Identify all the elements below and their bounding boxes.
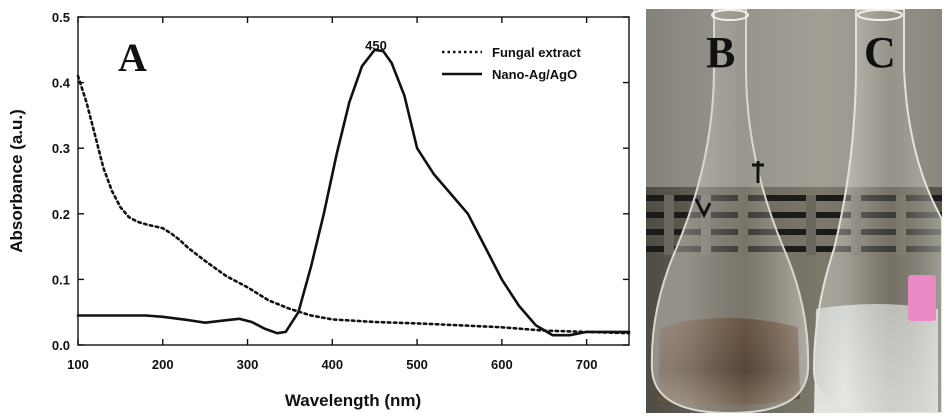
ticks-layer: 100 200 300 400 500 600 700 0.0 0.1 0.2 0.3 0.4 0.5 (52, 10, 629, 372)
x-tick-label: 400 (321, 357, 343, 372)
x-axis-label: Wavelength (nm) (285, 391, 421, 410)
peak-annotation: 450 (365, 38, 387, 53)
flask-label-b: B (706, 28, 736, 77)
x-tick-label: 700 (576, 357, 598, 372)
x-tick-label: 500 (406, 357, 428, 372)
flask-photo-image (646, 9, 942, 413)
legend-label-fungal-extract: Fungal extract (492, 45, 582, 60)
flask-label-c: C (864, 28, 896, 77)
y-tick-label: 0.3 (52, 141, 70, 156)
series-layer (76, 48, 631, 337)
x-tick-label: 200 (152, 357, 174, 372)
y-tick-label: 0.4 (52, 76, 71, 91)
flask-c-neck-rim (857, 9, 903, 21)
y-tick-label: 0.2 (52, 207, 70, 222)
chart-svg: 100 200 300 400 500 600 7000.00.10.20.30.40.5 … (7, 10, 631, 410)
legend: Fungal extract Nano-Ag/AgO (442, 45, 582, 82)
panel-label: A (118, 35, 147, 80)
series-line-fungal-extract (76, 74, 631, 335)
y-tick-label: 0.0 (52, 338, 70, 353)
flask-c (812, 9, 942, 413)
flask-c-pink-label (908, 275, 936, 321)
absorbance-chart: 100 200 300 400 500 600 700 0.0 0.1 0.2 0.3 0.4 0.5 … (7, 10, 631, 410)
x-tick-label: 300 (237, 357, 259, 372)
plot-frame (77, 16, 630, 346)
rack-stripes (646, 195, 942, 252)
y-tick-label: 0.1 (52, 272, 70, 287)
x-tick-label: 100 (67, 357, 89, 372)
y-axis-label: Absorbance (a.u.) (7, 109, 26, 253)
axes-layer (77, 16, 630, 346)
flask-b-marker-text (694, 161, 764, 219)
flask-photo: B C (646, 9, 942, 413)
series-line-nano-ag-ago (76, 48, 631, 337)
legend-label-nano-ag: Nano-Ag/AgO (492, 67, 577, 82)
y-tick-label: 0.5 (52, 10, 70, 25)
flask-b-neck-rim (711, 9, 749, 21)
x-tick-label: 600 (491, 357, 513, 372)
